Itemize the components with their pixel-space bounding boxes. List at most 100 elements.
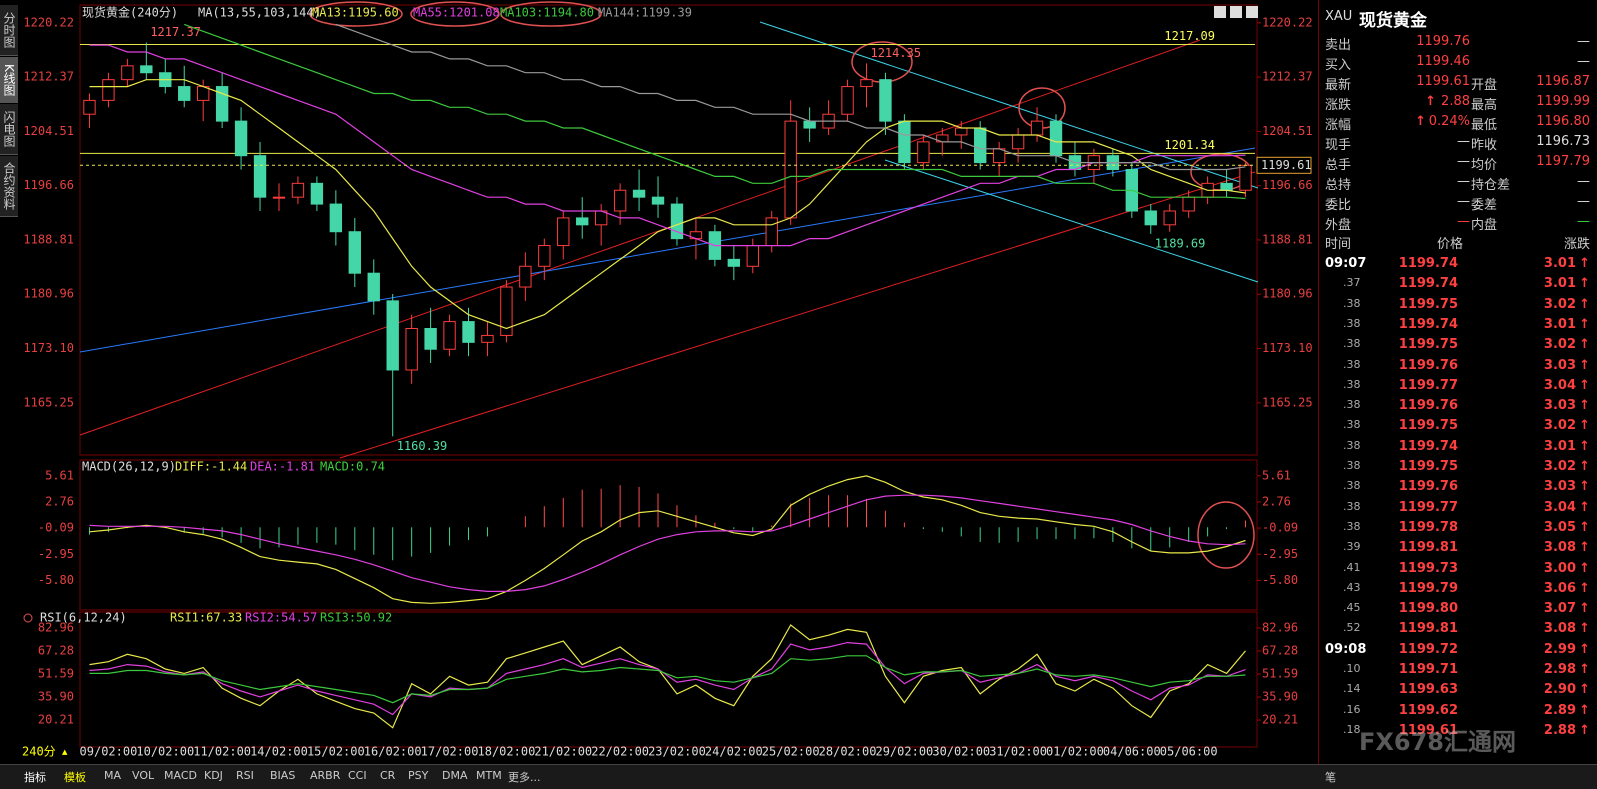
toolbar-tab[interactable]: MA <box>104 769 122 782</box>
toolbar-tab[interactable]: 指标 <box>24 771 46 784</box>
toolbar-tab[interactable]: ARBR <box>310 769 341 782</box>
tick-change: 3.06 <box>1543 580 1576 596</box>
x-tick-label: 05/06:00 <box>1160 745 1218 759</box>
y-tick-label: 1180.96 <box>23 287 74 301</box>
quote-label: 最低 <box>1471 118 1498 133</box>
channel-line <box>79 39 1201 436</box>
tick-price: 1199.63 <box>1398 682 1458 698</box>
arrow-icon: ↑ <box>1415 114 1426 129</box>
candle-body <box>955 127 968 136</box>
side-footer-tab[interactable]: 笔 <box>1325 771 1336 784</box>
toolbar-tab[interactable]: RSI <box>236 769 254 782</box>
side-tab[interactable]: K线图 <box>0 57 18 103</box>
quote-name: 现货黄金 <box>1359 11 1427 31</box>
tick-time: .38 <box>1343 316 1361 330</box>
tick-time: .38 <box>1343 479 1361 493</box>
quote-label: 涨幅 <box>1325 118 1352 133</box>
candle-body <box>348 231 361 274</box>
arrow-icon: ↑ <box>1579 316 1590 332</box>
toolbar-tab[interactable]: PSY <box>408 769 429 782</box>
candle-body <box>613 189 627 212</box>
x-tick-label: 29/02:00 <box>875 745 933 759</box>
button[interactable] <box>1230 6 1242 18</box>
candle-body <box>1144 210 1157 226</box>
side-tab[interactable]: 合约资料 <box>0 156 18 217</box>
quote-value: — <box>1457 194 1470 209</box>
h-line-label: 1217.09 <box>1164 29 1215 43</box>
button[interactable] <box>1214 6 1226 18</box>
y-tick-label: 67.28 <box>1262 643 1298 657</box>
toolbar-tab[interactable]: 模板 <box>64 771 86 784</box>
candle-body <box>121 65 134 81</box>
toolbar-tab[interactable]: 更多... <box>508 771 541 784</box>
candle-body <box>917 141 930 164</box>
period[interactable]: 240分 <box>22 745 56 759</box>
x-tick-label: 21/02:00 <box>534 745 592 759</box>
toolbar-tab[interactable]: MACD <box>164 769 197 782</box>
toolbar-tab[interactable]: CR <box>380 769 396 782</box>
toolbar-tab[interactable]: CCI <box>348 769 367 782</box>
candle-body <box>329 203 343 233</box>
quote-value: 1197.79 <box>1536 154 1590 169</box>
window-buttons[interactable] <box>1214 6 1258 18</box>
tick-price: 1199.76 <box>1398 357 1458 373</box>
side-tab[interactable]: 分时图 <box>0 5 18 56</box>
y-tick-label: 5.61 <box>1262 468 1291 482</box>
tick-change: 3.02 <box>1543 296 1576 312</box>
tick-price: 1199.81 <box>1398 621 1458 637</box>
candle-body <box>367 272 380 302</box>
quote-value: 1196.80 <box>1536 114 1590 129</box>
circle <box>410 1 500 27</box>
quote-label: 昨收 <box>1471 138 1498 153</box>
y-tick-label: 1188.81 <box>23 232 74 246</box>
tick-time: .39 <box>1343 540 1361 554</box>
quote-value: — <box>1457 214 1470 229</box>
candle-body <box>1030 120 1044 136</box>
y-tick-label: 5.61 <box>45 468 74 482</box>
toolbar-tab[interactable]: KDJ <box>204 769 223 782</box>
arrow-icon: ↑ <box>1579 296 1590 312</box>
side-tab[interactable]: 闪电图 <box>0 104 18 155</box>
candle-body <box>386 300 399 371</box>
x-tick-label: 25/02:00 <box>762 745 820 759</box>
tick-price: 1199.74 <box>1398 256 1458 271</box>
arrow-icon: ↑ <box>1579 702 1590 718</box>
tick-time: .16 <box>1343 702 1361 716</box>
period-arrow: ▲ <box>62 748 68 758</box>
tick-time: .38 <box>1343 418 1361 432</box>
tick-change: 3.01 <box>1543 438 1576 454</box>
y-tick-label: 2.76 <box>45 494 74 508</box>
y-tick-label: 20.21 <box>38 713 74 727</box>
quote-label: 涨跌 <box>1325 98 1352 113</box>
extreme-label: 1214.35 <box>870 46 921 60</box>
y-tick-label: 20.21 <box>1262 713 1298 727</box>
tick-change: 3.04 <box>1543 499 1576 515</box>
tick-change: 3.05 <box>1543 519 1576 535</box>
legend-item: MA103:1194.80 <box>500 6 594 20</box>
tick-change: 3.02 <box>1543 337 1576 353</box>
arrow-icon: ↑ <box>1579 438 1590 454</box>
toolbar-tab[interactable]: MTM <box>476 769 502 782</box>
table-header: 时间 <box>1325 237 1352 252</box>
tick-change: 3.01 <box>1543 256 1576 271</box>
arrow-icon: ↑ <box>1579 337 1590 353</box>
toolbar-tab[interactable]: VOL <box>132 769 155 782</box>
tick-price: 1199.79 <box>1398 580 1458 596</box>
tick-time: .38 <box>1343 377 1361 391</box>
candle-body <box>253 155 267 198</box>
toolbar-tab[interactable]: BIAS <box>270 769 296 782</box>
candle-body <box>538 245 551 267</box>
series-line <box>89 79 1246 330</box>
tick-change: 3.04 <box>1543 377 1576 393</box>
tick-change: 2.98 <box>1543 662 1576 677</box>
y-tick-label: 1220.22 <box>23 15 74 29</box>
y-tick-label: 1173.10 <box>23 341 74 355</box>
last-price-label: 1199.61 <box>1261 158 1312 172</box>
toolbar-tab[interactable]: DMA <box>442 769 468 782</box>
circle <box>500 1 602 27</box>
button[interactable] <box>1246 6 1258 18</box>
tick-time: .45 <box>1343 601 1361 615</box>
tick-price: 1199.74 <box>1398 276 1458 292</box>
x-tick-label: 30/02:00 <box>932 745 990 759</box>
